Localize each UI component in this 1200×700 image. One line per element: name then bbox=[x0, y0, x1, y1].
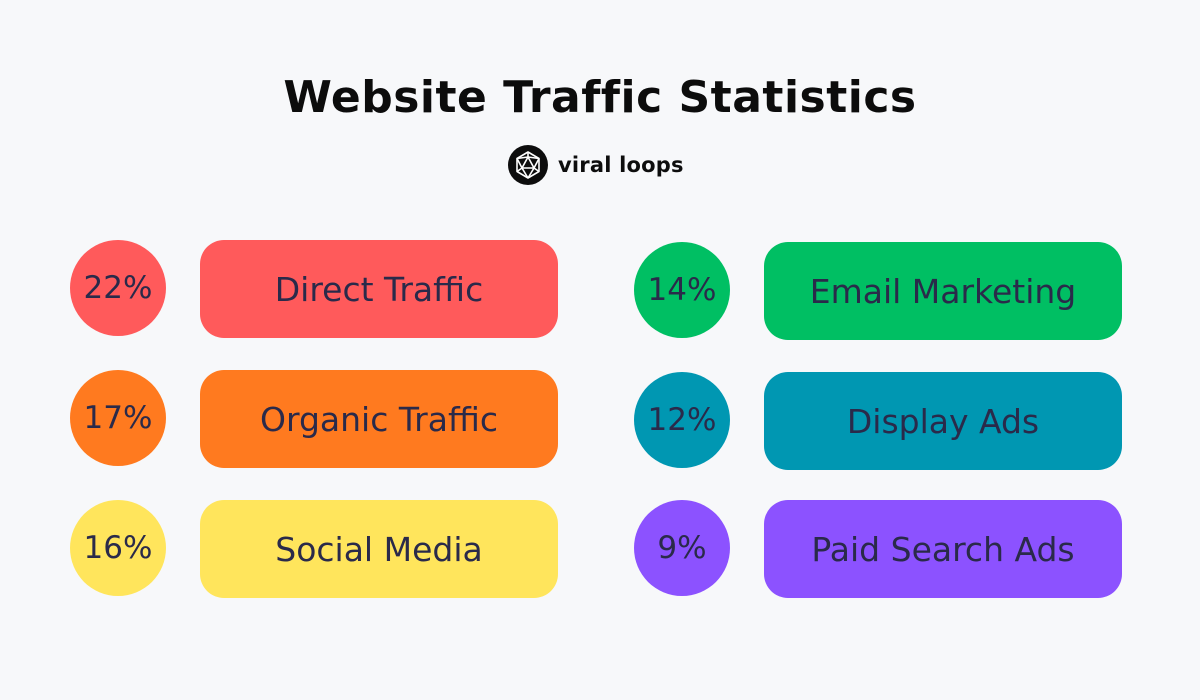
category-label: Display Ads bbox=[764, 372, 1122, 470]
category-label: Organic Traffic bbox=[200, 370, 558, 468]
percent-badge: 17% bbox=[70, 370, 166, 466]
percent-badge: 16% bbox=[70, 500, 166, 596]
geodesic-sphere-icon bbox=[508, 145, 548, 185]
category-label: Paid Search Ads bbox=[764, 500, 1122, 598]
category-label: Direct Traffic bbox=[200, 240, 558, 338]
percent-badge: 12% bbox=[634, 372, 730, 468]
percent-badge: 22% bbox=[70, 240, 166, 336]
category-label: Social Media bbox=[200, 500, 558, 598]
category-label: Email Marketing bbox=[764, 242, 1122, 340]
brand-name: viral loops bbox=[558, 153, 684, 177]
percent-badge: 9% bbox=[634, 500, 730, 596]
brand-logo: viral loops bbox=[508, 145, 684, 185]
percent-badge: 14% bbox=[634, 242, 730, 338]
page-title: Website Traffic Statistics bbox=[283, 72, 917, 123]
